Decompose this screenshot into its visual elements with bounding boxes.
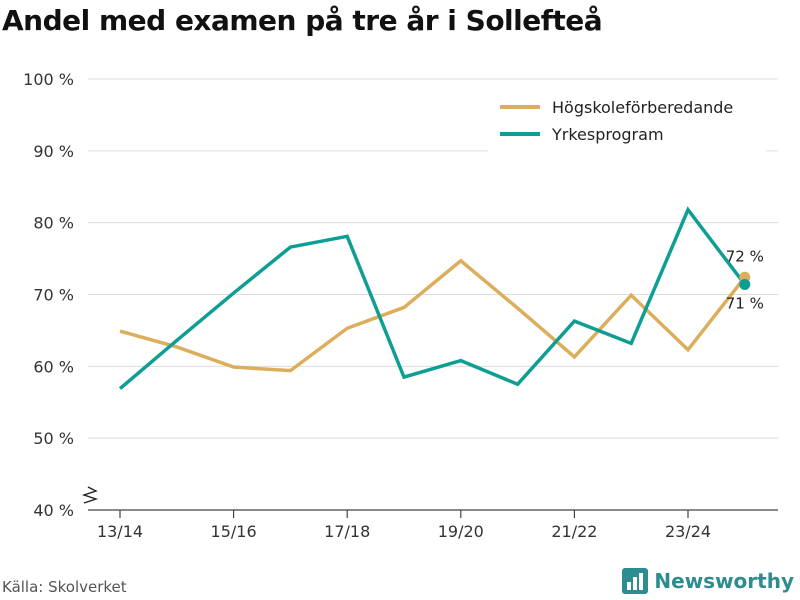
y-tick-label: 100 % bbox=[23, 70, 74, 89]
chart-title: Andel med examen på tre år i Sollefteå bbox=[2, 4, 603, 37]
y-tick-label: 70 % bbox=[33, 286, 74, 305]
y-tick-label: 90 % bbox=[33, 142, 74, 161]
end-label-hogskole: 72 % bbox=[726, 247, 764, 265]
x-tick-label: 13/14 bbox=[97, 522, 143, 541]
y-tick-label: 40 % bbox=[33, 501, 74, 520]
series-line-yrkes bbox=[118, 206, 747, 390]
y-tick-label: 60 % bbox=[33, 357, 74, 376]
brand-logo: Newsworthy bbox=[622, 568, 794, 594]
brand-name: Newsworthy bbox=[654, 569, 794, 593]
x-tick-label: 21/22 bbox=[551, 522, 597, 541]
axis-break-icon bbox=[81, 486, 99, 504]
line-chart: 40 % 50 % 60 % 70 % 80 % 90 % 100 % 13/14 15/16 1… bbox=[23, 70, 778, 541]
end-point-yrkes bbox=[739, 278, 751, 290]
source-note: Källa: Skolverket bbox=[2, 578, 127, 596]
series-line-hogskole bbox=[119, 258, 747, 373]
x-tick-label: 23/24 bbox=[665, 522, 711, 541]
bar-chart-logo-icon bbox=[622, 568, 649, 594]
y-tick-label: 80 % bbox=[33, 214, 74, 233]
y-tick-label: 50 % bbox=[33, 429, 74, 448]
legend-label-hogskole: Högskoleförberedande bbox=[552, 98, 733, 117]
end-label-yrkes: 71 % bbox=[726, 294, 764, 312]
x-tick-label: 19/20 bbox=[438, 522, 484, 541]
legend-label-yrkes: Yrkesprogram bbox=[551, 125, 664, 144]
legend-box bbox=[488, 90, 766, 152]
x-tick-label: 17/18 bbox=[324, 522, 370, 541]
x-tick-label: 15/16 bbox=[211, 522, 257, 541]
